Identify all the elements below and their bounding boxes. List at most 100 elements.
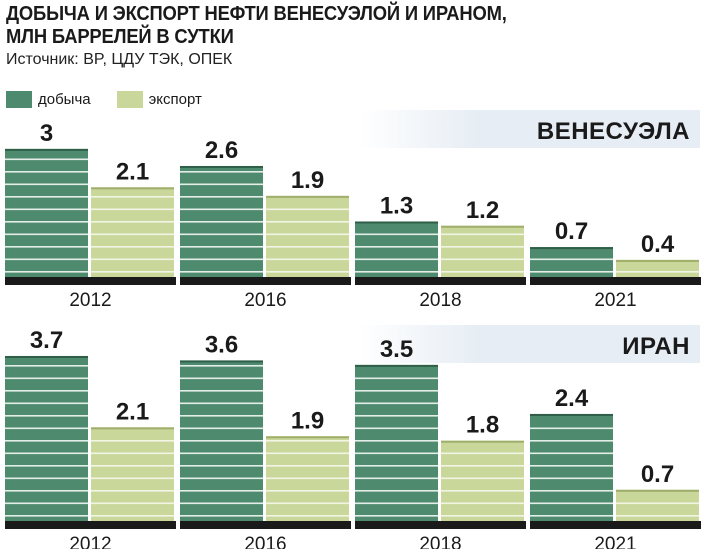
bar-0-3-1 bbox=[616, 259, 699, 277]
bar-stripe bbox=[530, 502, 613, 505]
bar-stripe bbox=[5, 365, 88, 367]
bar-top-edge bbox=[355, 364, 438, 367]
bar-stripe bbox=[180, 377, 263, 380]
bar-stripe bbox=[180, 415, 263, 417]
bar-stripe bbox=[355, 390, 438, 392]
bar-top-edge bbox=[266, 436, 349, 439]
baseline-1-2 bbox=[355, 521, 526, 529]
bar-stripe bbox=[441, 465, 524, 467]
value-label-0-0-0: 3 bbox=[40, 120, 53, 147]
bar-top-edge bbox=[266, 195, 349, 198]
bar-stripe bbox=[266, 465, 349, 467]
bar-0-2-1 bbox=[441, 225, 524, 277]
bar-stripe bbox=[355, 415, 438, 417]
value-label-0-1-0: 2.6 bbox=[205, 137, 238, 164]
bar-stripe bbox=[91, 233, 174, 236]
legend-item-export: экспорт bbox=[116, 90, 202, 108]
bar-stripe bbox=[5, 171, 88, 173]
bar-stripe bbox=[91, 246, 174, 248]
bar-stripe bbox=[355, 402, 438, 405]
bar-stripe bbox=[441, 258, 524, 261]
bar-stripe bbox=[266, 233, 349, 236]
bar-stripe bbox=[180, 365, 263, 367]
bar-stripe bbox=[5, 377, 88, 380]
value-label-1-2-1: 1.8 bbox=[466, 412, 499, 439]
value-label-0-0-1: 2.1 bbox=[116, 158, 149, 185]
bar-top-edge bbox=[180, 165, 263, 168]
bar-stripe bbox=[5, 221, 88, 223]
bar-stripe bbox=[180, 233, 263, 236]
bar-stripe bbox=[441, 502, 524, 505]
baseline-0-1 bbox=[180, 277, 351, 285]
bar-stripe bbox=[266, 452, 349, 455]
bar-top-edge bbox=[441, 440, 524, 443]
bar-stripe bbox=[180, 390, 263, 392]
bar-stripe bbox=[5, 440, 88, 442]
baseline-0-3 bbox=[530, 277, 701, 285]
source-note: Источник: BP, ЦДУ ТЭК, ОПЕК bbox=[6, 51, 233, 68]
bar-stripe bbox=[180, 221, 263, 223]
baseline-0-0 bbox=[5, 277, 176, 285]
bar-stripe bbox=[530, 427, 613, 430]
bar-stripe bbox=[266, 515, 349, 517]
value-label-1-0-1: 2.1 bbox=[116, 398, 149, 425]
bar-stripe bbox=[180, 183, 263, 186]
bar-stripe bbox=[5, 490, 88, 492]
bar-stripe bbox=[180, 452, 263, 455]
panel-title-band-0 bbox=[360, 110, 700, 148]
tick-label-0-3: 2021 bbox=[594, 290, 636, 311]
bar-stripe bbox=[355, 258, 438, 261]
bar-stripe bbox=[441, 515, 524, 517]
value-label-0-2-0: 1.3 bbox=[380, 192, 413, 219]
bar-stripe bbox=[5, 402, 88, 405]
bar-stripe bbox=[441, 246, 524, 248]
bar-stripe bbox=[180, 477, 263, 480]
bar-stripe bbox=[266, 258, 349, 261]
bar-stripe bbox=[5, 465, 88, 467]
bar-stripe bbox=[355, 271, 438, 273]
bar-stripe bbox=[5, 515, 88, 517]
bar-stripe bbox=[5, 452, 88, 455]
bar-stripe bbox=[91, 440, 174, 442]
bar-stripe bbox=[355, 515, 438, 517]
bar-stripe bbox=[180, 196, 263, 198]
bar-stripe bbox=[180, 427, 263, 430]
bar-stripe bbox=[5, 233, 88, 236]
baseline-1-3 bbox=[530, 521, 701, 529]
legend-label-export: экспорт bbox=[148, 90, 202, 108]
baseline-0-2 bbox=[355, 277, 526, 285]
bar-stripe bbox=[180, 171, 263, 173]
bar-stripe bbox=[180, 440, 263, 442]
bar-stripe bbox=[530, 452, 613, 455]
bar-0-0-1 bbox=[91, 187, 174, 277]
bar-stripe bbox=[530, 271, 613, 273]
bar-stripe bbox=[5, 158, 88, 161]
bar-stripe bbox=[355, 427, 438, 430]
bar-stripe bbox=[266, 208, 349, 211]
bar-stripe bbox=[355, 477, 438, 480]
bar-stripe bbox=[266, 221, 349, 223]
bar-stripe bbox=[91, 208, 174, 211]
bar-1-0-1 bbox=[91, 427, 174, 521]
bar-stripe bbox=[355, 452, 438, 455]
bar-stripe bbox=[5, 183, 88, 186]
bar-0-2-0 bbox=[355, 221, 438, 277]
bar-stripe bbox=[5, 246, 88, 248]
legend-swatch-export bbox=[116, 90, 143, 108]
bar-top-edge bbox=[616, 259, 699, 262]
bar-stripe bbox=[91, 515, 174, 517]
bar-stripe bbox=[355, 246, 438, 248]
bar-stripe bbox=[266, 440, 349, 442]
bar-stripe bbox=[180, 246, 263, 248]
bar-stripe bbox=[5, 415, 88, 417]
bar-top-edge bbox=[530, 247, 613, 250]
bar-stripe bbox=[91, 258, 174, 261]
bar-top-edge bbox=[530, 413, 613, 416]
bar-stripe bbox=[266, 502, 349, 505]
bar-stripe bbox=[91, 465, 174, 467]
value-label-0-1-1: 1.9 bbox=[291, 167, 324, 194]
bar-top-edge bbox=[355, 221, 438, 224]
tick-label-0-1: 2016 bbox=[244, 290, 286, 311]
chart-title-line-2: МЛН БАРРЕЛЕЙ В СУТКИ bbox=[6, 26, 234, 48]
bar-stripe bbox=[441, 490, 524, 492]
